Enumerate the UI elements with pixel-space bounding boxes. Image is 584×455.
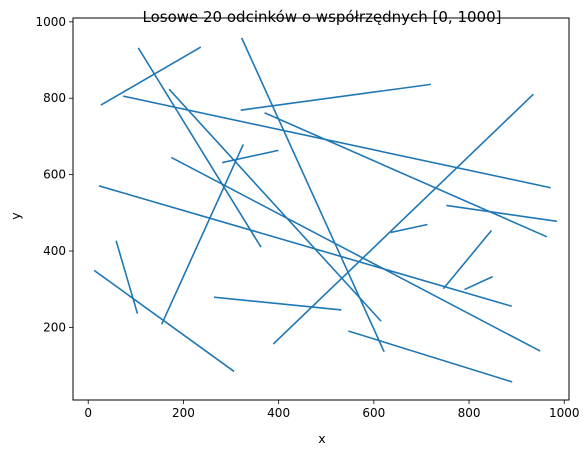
y-tick-label: 200 [43, 320, 66, 334]
x-tick-label: 600 [362, 406, 385, 420]
axis-ticks: 0 200 400 600 800 1000 200 400 600 800 1000 [35, 15, 579, 420]
segment-12 [446, 204, 558, 223]
segment-18 [93, 269, 235, 373]
segment-8 [221, 149, 279, 164]
y-axis-label: y [8, 212, 23, 220]
x-tick-label: 1000 [549, 406, 580, 420]
segment-1 [100, 46, 202, 106]
segment-2 [137, 47, 262, 248]
segment-10 [160, 144, 244, 325]
y-tick-label: 1000 [35, 15, 66, 29]
segment-15 [442, 230, 493, 290]
segment-3 [122, 95, 551, 189]
x-tick-label: 800 [458, 406, 481, 420]
y-tick-label: 400 [43, 244, 66, 258]
segment-16 [115, 240, 139, 314]
segment-9 [170, 156, 541, 352]
segment-20 [464, 275, 493, 291]
segment-17 [213, 296, 342, 311]
plot-frame [72, 17, 570, 401]
x-tick-label: 0 [84, 406, 92, 420]
chart-title: Losowe 20 odcinków o współrzędnych [0, 1… [142, 8, 501, 26]
segment-11 [98, 185, 512, 308]
y-tick-label: 800 [43, 91, 66, 105]
plot-area [93, 37, 558, 383]
segment-13 [272, 93, 534, 345]
segment-19 [348, 330, 513, 383]
y-tick-label: 600 [43, 168, 66, 182]
segment-7 [168, 88, 382, 322]
x-tick-label: 400 [267, 406, 290, 420]
x-tick-label: 200 [172, 406, 195, 420]
segment-5 [240, 37, 385, 353]
segment-14 [390, 223, 428, 234]
segment-4 [240, 83, 431, 111]
x-axis-label: x [318, 431, 325, 446]
segment-6 [264, 112, 548, 238]
